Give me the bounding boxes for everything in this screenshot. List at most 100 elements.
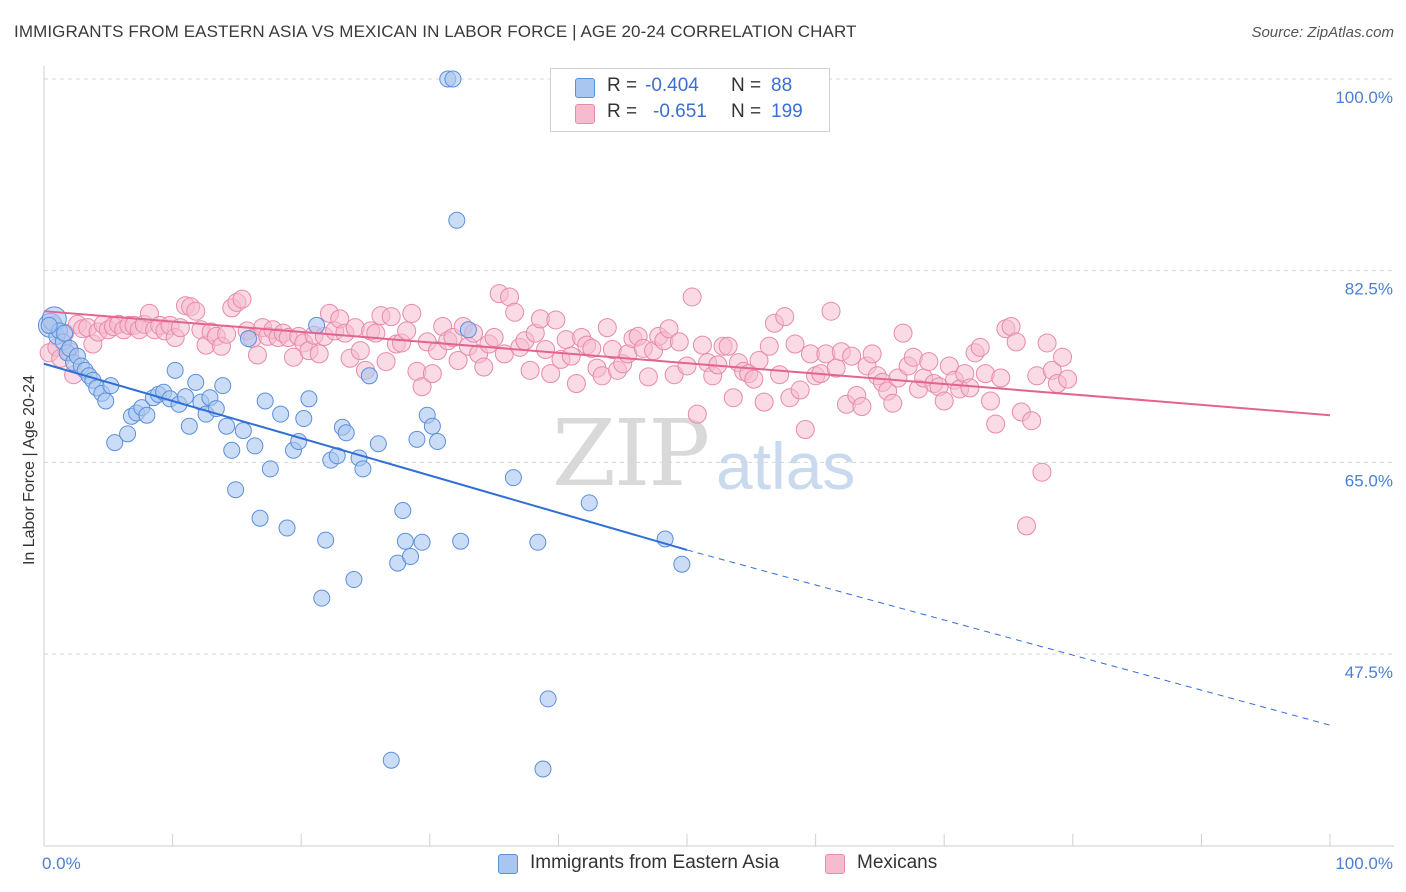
correlation-legend: R = -0.404 N = 88 R = -0.651 N = 199	[550, 68, 830, 132]
data-point-mexicans	[785, 334, 805, 354]
data-point-mexicans	[536, 340, 556, 360]
data-point-mexicans	[1006, 332, 1026, 352]
data-point-mexicans	[754, 392, 774, 412]
data-point-eastern-asia	[272, 405, 290, 423]
data-point-eastern-asia	[166, 361, 184, 379]
data-point-eastern-asia	[138, 406, 156, 424]
legend-n-value: 88	[771, 75, 793, 96]
y-tick-label: 47.5%	[1345, 663, 1393, 682]
data-point-mexicans	[718, 336, 738, 356]
data-point-mexicans	[888, 368, 908, 388]
data-point-mexicans	[397, 321, 417, 341]
data-point-eastern-asia	[580, 494, 598, 512]
data-point-mexicans	[759, 336, 779, 356]
data-point-eastern-asia	[345, 571, 363, 589]
data-point-mexicans	[597, 318, 617, 338]
data-point-eastern-asia	[360, 367, 378, 385]
data-point-eastern-asia	[119, 425, 137, 443]
x-tick-label: 0.0%	[42, 854, 81, 873]
data-point-mexicans	[986, 414, 1006, 434]
data-point-eastern-asia	[261, 460, 279, 478]
series-eastern-asia	[37, 70, 691, 778]
watermark-zip: ZIP	[552, 400, 710, 507]
legend-swatch-blue	[498, 854, 518, 874]
data-point-eastern-asia	[394, 502, 412, 520]
data-point-mexicans	[1017, 516, 1037, 536]
data-point-eastern-asia	[539, 690, 557, 708]
data-point-eastern-asia	[396, 532, 414, 550]
data-point-mexicans	[448, 350, 468, 370]
data-point-mexicans	[687, 404, 707, 424]
axes	[43, 66, 1394, 847]
data-point-eastern-asia	[290, 433, 308, 451]
data-point-eastern-asia	[180, 417, 198, 435]
data-point-eastern-asia	[56, 324, 74, 342]
data-point-mexicans	[842, 346, 862, 366]
data-point-mexicans	[1032, 462, 1052, 482]
data-point-mexicans	[541, 364, 561, 384]
data-point-mexicans	[970, 337, 990, 357]
data-point-eastern-asia	[429, 433, 447, 451]
legend-label: Mexicans	[857, 852, 938, 873]
data-point-mexicans	[1058, 369, 1078, 389]
data-point-mexicans	[638, 367, 658, 387]
data-point-eastern-asia	[413, 533, 431, 551]
data-point-eastern-asia	[308, 316, 326, 334]
data-point-mexicans	[546, 310, 566, 330]
data-point-eastern-asia	[246, 437, 264, 455]
data-point-mexicans	[692, 335, 712, 355]
y-tick-label: 100.0%	[1335, 88, 1393, 107]
data-point-mexicans	[381, 307, 401, 327]
data-point-eastern-asia	[106, 434, 124, 452]
data-point-mexicans	[682, 287, 702, 307]
data-point-mexicans	[862, 344, 882, 364]
data-point-mexicans	[345, 318, 365, 338]
data-point-mexicans	[852, 396, 872, 416]
data-point-eastern-asia	[408, 430, 426, 448]
data-point-mexicans	[770, 365, 790, 385]
data-point-mexicans	[669, 332, 689, 352]
trend-line-mexicans	[43, 310, 1331, 417]
series-mexicans	[39, 284, 1078, 536]
data-point-mexicans	[775, 307, 795, 327]
data-point-mexicans	[217, 324, 237, 344]
data-point-mexicans	[821, 301, 841, 321]
data-point-mexicans	[566, 373, 586, 393]
data-point-eastern-asia	[218, 417, 236, 435]
data-point-eastern-asia	[97, 392, 115, 410]
data-point-mexicans	[520, 360, 540, 380]
data-point-mexicans	[960, 378, 980, 398]
data-point-eastern-asia	[452, 532, 470, 550]
tick-labels: 100.0% 82.5% 65.0% 47.5% 0.0% 100.0%	[42, 88, 1393, 873]
legend-r-value: -0.404	[645, 75, 699, 96]
data-point-mexicans	[247, 345, 267, 365]
legend-n-label: N =	[731, 101, 762, 122]
data-point-mexicans	[934, 391, 954, 411]
data-point-mexicans	[309, 344, 329, 364]
legend-swatch-pink	[825, 854, 845, 874]
data-point-mexicans	[186, 301, 206, 321]
data-point-eastern-asia	[300, 390, 318, 408]
data-point-eastern-asia	[278, 519, 296, 537]
data-point-mexicans	[505, 302, 525, 322]
source-credit: Source: ZipAtlas.com	[1251, 24, 1394, 41]
data-point-mexicans	[376, 352, 396, 372]
data-point-eastern-asia	[382, 751, 400, 769]
trend-line-eastern-asia-extension	[686, 549, 1331, 726]
data-point-eastern-asia	[369, 435, 387, 453]
data-point-mexicans	[1037, 333, 1057, 353]
data-point-mexicans	[980, 391, 1000, 411]
legend-n-value: 199	[771, 101, 803, 122]
data-point-mexicans	[893, 323, 913, 343]
data-point-mexicans	[1053, 347, 1073, 367]
data-point-eastern-asia	[251, 509, 269, 527]
data-point-mexicans	[561, 346, 581, 366]
data-point-mexicans	[744, 369, 764, 389]
data-point-eastern-asia	[214, 377, 232, 395]
data-point-mexicans	[582, 338, 602, 358]
data-point-eastern-asia	[673, 555, 691, 573]
data-point-mexicans	[1022, 411, 1042, 431]
data-point-mexicans	[422, 364, 442, 384]
data-point-eastern-asia	[402, 548, 420, 566]
